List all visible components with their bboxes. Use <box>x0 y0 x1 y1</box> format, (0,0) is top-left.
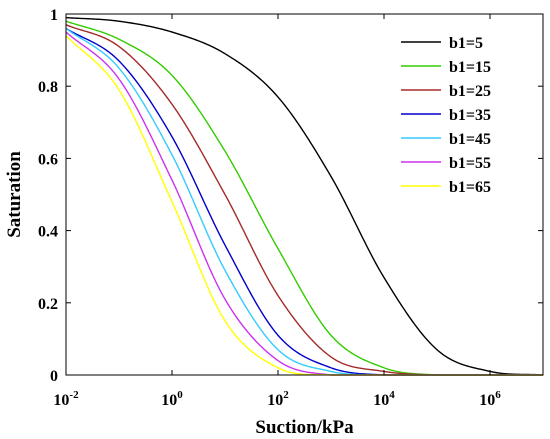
plot-frame <box>65 13 544 376</box>
legend-label-4: b1=35 <box>449 107 491 124</box>
x-axis-label: Suction/kPa <box>255 417 354 438</box>
legend-label-3: b1=25 <box>449 83 491 100</box>
y-axis-label: Saturation <box>4 151 25 238</box>
y-tick-label-2: 0.4 <box>38 224 58 241</box>
y-tick-label-3: 0.6 <box>38 151 58 168</box>
y-tick-label-4: 0.8 <box>38 79 58 96</box>
x-tick-label-1: 100 <box>161 389 183 409</box>
x-tick-label-4: 106 <box>479 389 501 409</box>
series-line-1 <box>65 16 544 376</box>
y-tick-label-1: 0.2 <box>38 296 58 313</box>
legend: b1=5 b1=15 b1=25 b1=35 b1=45 b1=55 b1=65 <box>401 35 491 196</box>
legend-label-5: b1=45 <box>449 131 491 148</box>
x-tick-label-3: 104 <box>373 389 395 409</box>
legend-label-6: b1=55 <box>449 155 491 172</box>
axis-ticks: 10-2 100 102 104 106 0 0.2 0.4 0.6 0.8 1 <box>38 7 543 409</box>
x-tick-label-0: 10-2 <box>53 389 79 409</box>
legend-label-2: b1=15 <box>449 59 491 76</box>
legend-label-1: b1=5 <box>449 35 483 52</box>
legend-label-7: b1=65 <box>449 179 491 196</box>
y-tick-label-5: 1 <box>50 7 58 24</box>
y-tick-label-0: 0 <box>50 368 58 385</box>
x-tick-label-2: 102 <box>267 389 289 409</box>
